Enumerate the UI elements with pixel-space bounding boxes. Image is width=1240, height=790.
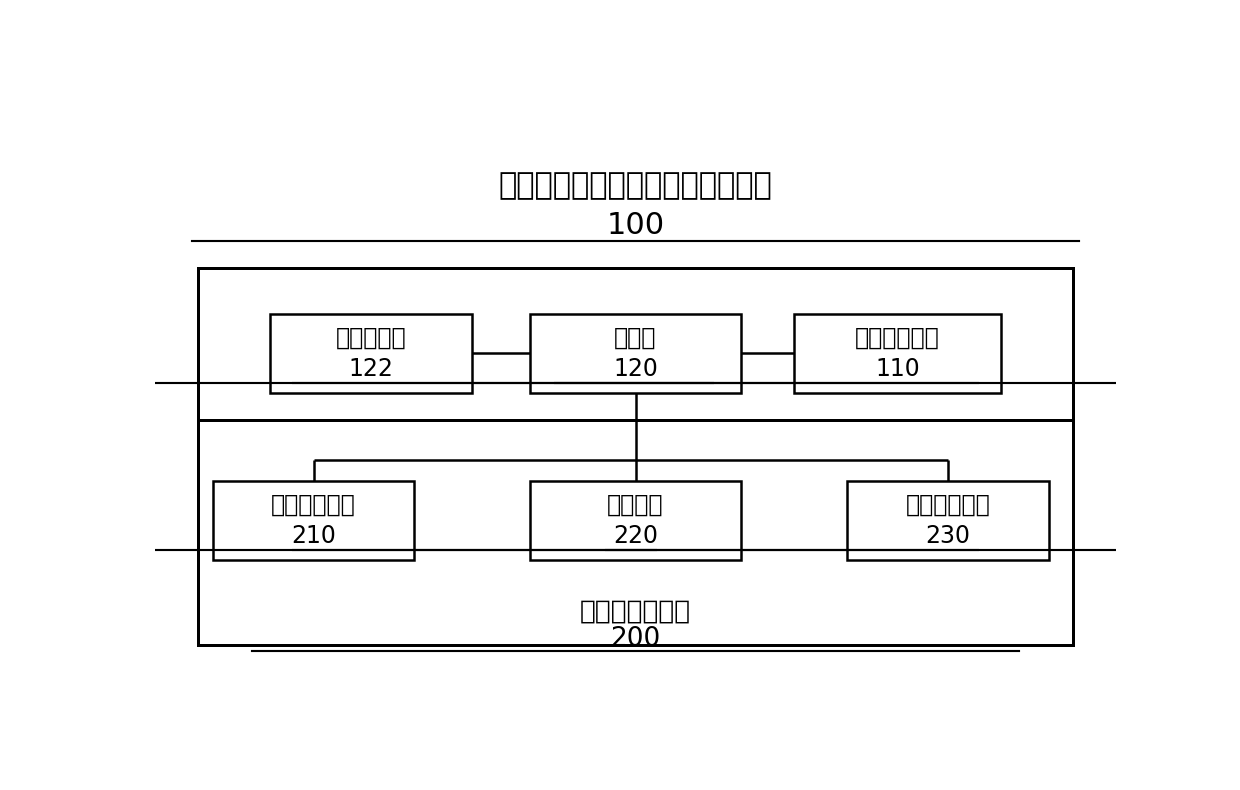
FancyBboxPatch shape <box>529 314 742 393</box>
Text: 120: 120 <box>613 357 658 381</box>
FancyBboxPatch shape <box>847 481 1049 560</box>
Text: 200: 200 <box>610 626 661 653</box>
Text: 排污装置: 排污装置 <box>608 493 663 517</box>
Text: 230: 230 <box>925 525 971 548</box>
Text: 人机交互终端: 人机交互终端 <box>856 325 940 349</box>
Text: 110: 110 <box>875 357 920 381</box>
Text: 数据库单元: 数据库单元 <box>336 325 407 349</box>
FancyBboxPatch shape <box>198 420 1073 645</box>
FancyBboxPatch shape <box>270 314 472 393</box>
FancyBboxPatch shape <box>529 481 742 560</box>
Text: 液体加药装置: 液体加药装置 <box>272 493 356 517</box>
Text: 冷却水加药装置: 冷却水加药装置 <box>580 599 691 625</box>
FancyBboxPatch shape <box>213 481 414 560</box>
FancyBboxPatch shape <box>198 268 1073 442</box>
FancyBboxPatch shape <box>794 314 1001 393</box>
Text: 控制器: 控制器 <box>614 325 657 349</box>
Text: 100: 100 <box>606 211 665 240</box>
Text: 固体加药装置: 固体加药装置 <box>905 493 991 517</box>
Text: 开放式冷却水加药装置的控制系统: 开放式冷却水加药装置的控制系统 <box>498 171 773 201</box>
Text: 210: 210 <box>291 525 336 548</box>
Text: 122: 122 <box>348 357 393 381</box>
Text: 220: 220 <box>613 525 658 548</box>
